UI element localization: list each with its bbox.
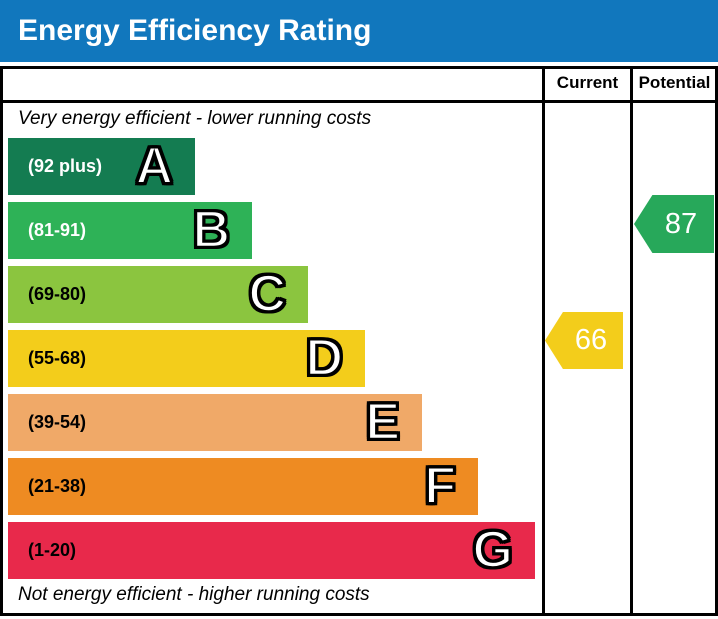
current-column-divider — [542, 66, 545, 616]
band-range-label: (81-91) — [28, 220, 87, 240]
rating-band-f: (21-38) F — [8, 456, 478, 516]
band-letter: G — [471, 520, 514, 580]
rating-band-d: (55-68) D — [8, 328, 365, 388]
page-title: Energy Efficiency Rating — [18, 14, 372, 47]
band-letter: B — [191, 200, 231, 260]
potential-rating-arrow: 87 — [634, 195, 714, 253]
header-row-divider — [0, 100, 718, 103]
band-range-label: (92 plus) — [28, 156, 103, 176]
band-range-label: (69-80) — [28, 284, 87, 304]
potential-column-header: Potential — [638, 73, 711, 92]
rating-band-g: (1-20) G — [8, 520, 535, 580]
rating-band-c: (69-80) C — [8, 264, 308, 324]
rating-band-b: (81-91) B — [8, 200, 252, 260]
band-letter: D — [304, 328, 344, 388]
band-range-label: (21-38) — [28, 476, 87, 496]
band-letter: E — [364, 392, 401, 452]
band-range-label: (39-54) — [28, 412, 87, 432]
potential-rating-value: 87 — [664, 207, 698, 240]
bottom-note: Not energy efficient - higher running co… — [18, 584, 370, 605]
band-range-label: (55-68) — [28, 348, 87, 368]
top-note: Very energy efficient - lower running co… — [18, 108, 372, 129]
rating-band-e: (39-54) E — [8, 392, 422, 452]
current-rating-arrow: 66 — [545, 312, 623, 369]
band-range-label: (1-20) — [28, 540, 77, 560]
potential-column-divider — [630, 66, 633, 616]
current-column-header: Current — [556, 73, 619, 92]
title-bar: Energy Efficiency Rating — [0, 0, 718, 62]
rating-band-a: (92 plus) A — [8, 136, 195, 196]
current-rating-value: 66 — [574, 324, 608, 356]
band-letter: C — [247, 264, 287, 324]
band-letter: F — [423, 456, 457, 516]
band-letter: A — [134, 136, 174, 196]
